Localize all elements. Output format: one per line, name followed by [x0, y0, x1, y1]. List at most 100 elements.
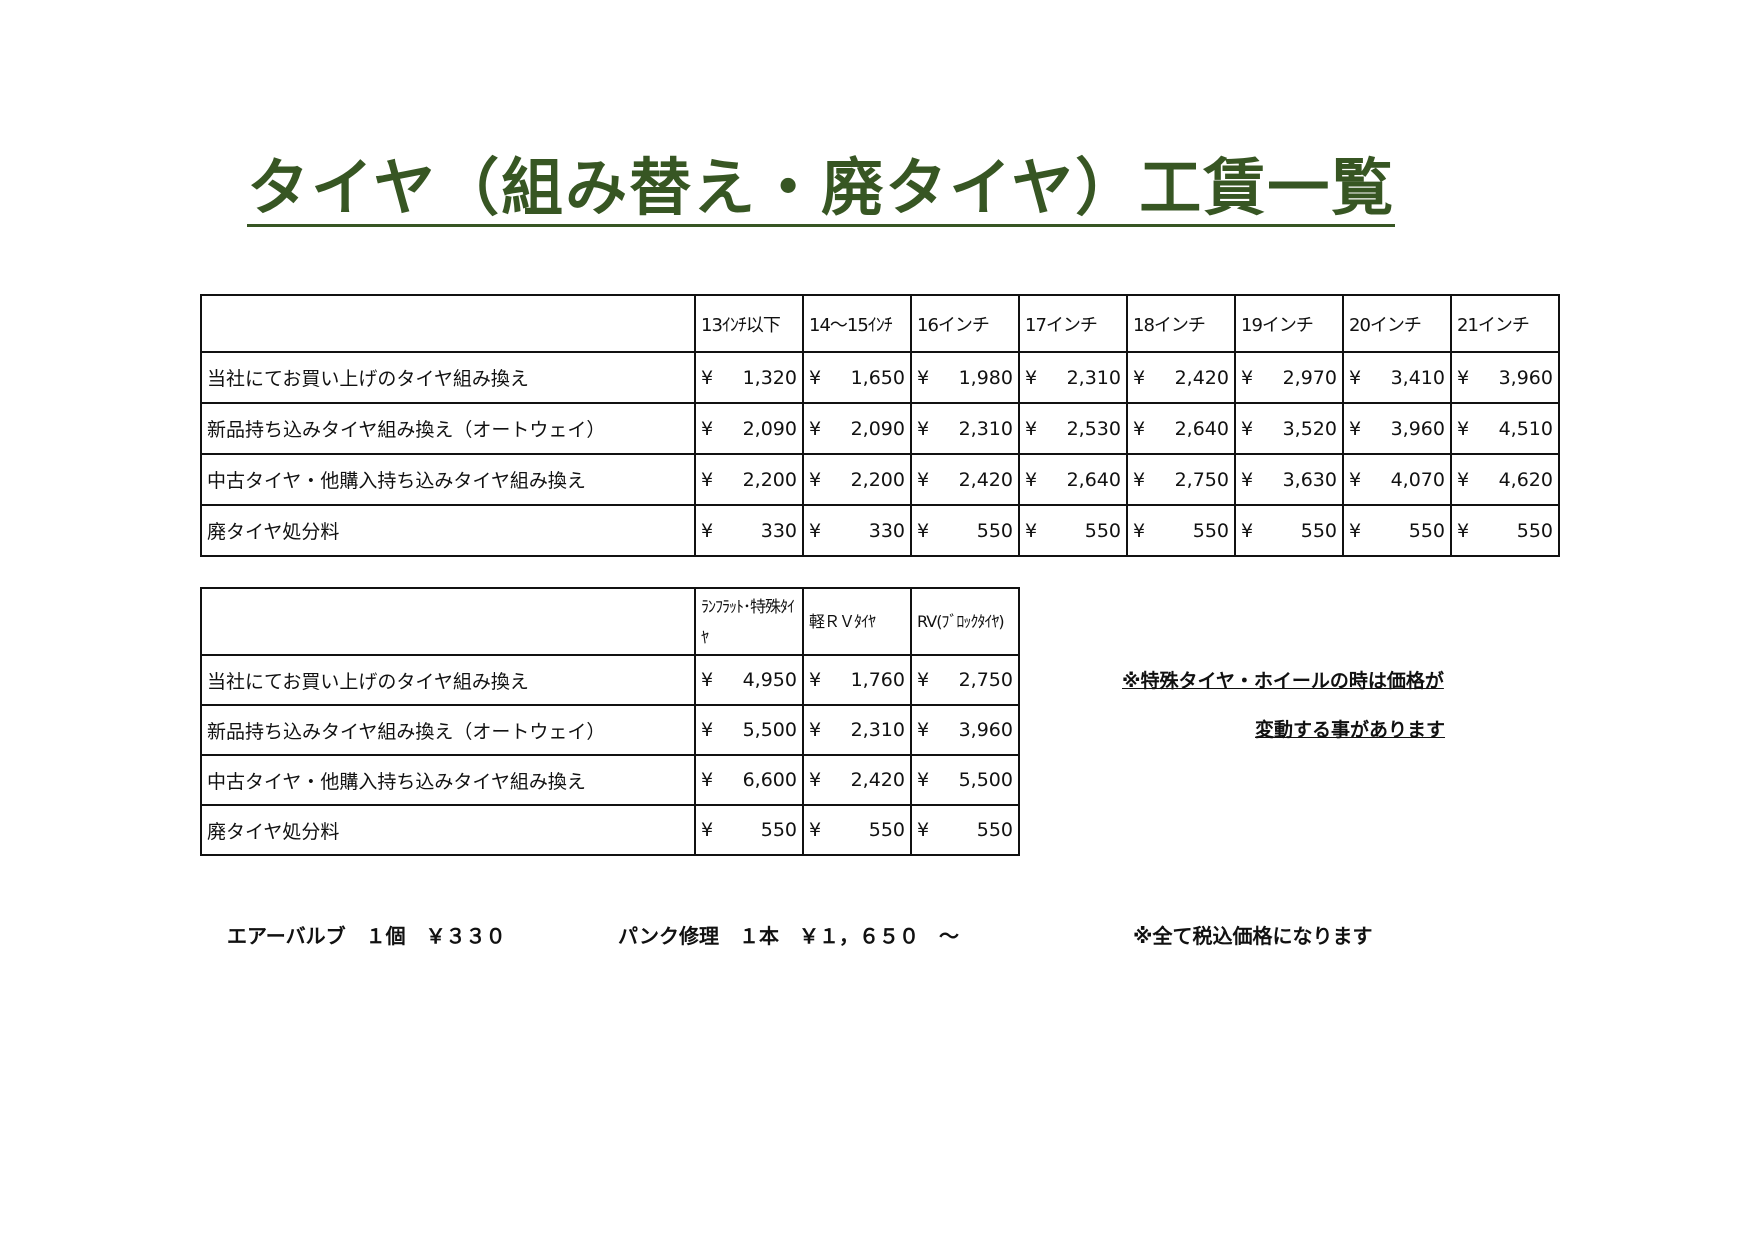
- price-value: 2,200: [850, 468, 905, 491]
- yen-symbol: ¥: [917, 819, 930, 841]
- price-value: 1,980: [958, 366, 1013, 389]
- yen-symbol: ¥: [1133, 366, 1146, 389]
- price-value: 2,970: [1282, 366, 1337, 389]
- price-cell: ¥2,750: [910, 654, 1020, 706]
- price-cell: ¥1,980: [910, 351, 1020, 404]
- price-cell: ¥550: [694, 804, 804, 856]
- price-value: 2,310: [1066, 366, 1121, 389]
- price-value: 1,760: [850, 669, 905, 691]
- price-cell: ¥550: [1126, 504, 1236, 557]
- yen-symbol: ¥: [917, 769, 930, 791]
- row-label: 当社にてお買い上げのタイヤ組み換え: [200, 351, 696, 404]
- yen-symbol: ¥: [917, 366, 930, 389]
- price-value: 3,960: [1498, 366, 1553, 389]
- price-value: 2,420: [850, 769, 905, 791]
- price-cell: ¥2,970: [1234, 351, 1344, 404]
- table-row: 中古タイヤ・他購入持ち込みタイヤ組み換え ¥6,600 ¥2,420 ¥5,500: [200, 754, 1020, 806]
- row-label: 中古タイヤ・他購入持ち込みタイヤ組み換え: [200, 754, 696, 806]
- table-row: 当社にてお買い上げのタイヤ組み換え ¥4,950 ¥1,760 ¥2,750: [200, 654, 1020, 706]
- price-cell: ¥550: [1450, 504, 1560, 557]
- table-row: 廃タイヤ処分料 ¥550 ¥550 ¥550: [200, 804, 1020, 856]
- price-cell: ¥3,960: [1342, 402, 1452, 455]
- price-cell: ¥6,600: [694, 754, 804, 806]
- row-label: 廃タイヤ処分料: [200, 504, 696, 557]
- price-cell: ¥2,750: [1126, 453, 1236, 506]
- column-header: 21インチ: [1450, 294, 1560, 353]
- yen-symbol: ¥: [1349, 417, 1362, 440]
- header-blank-cell: [200, 587, 696, 656]
- price-value: 2,310: [958, 417, 1013, 440]
- yen-symbol: ¥: [1025, 366, 1038, 389]
- price-cell: ¥2,200: [802, 453, 912, 506]
- yen-symbol: ¥: [809, 719, 822, 741]
- price-cell: ¥4,070: [1342, 453, 1452, 506]
- yen-symbol: ¥: [1457, 519, 1470, 542]
- price-value: 550: [976, 519, 1013, 542]
- table-row: 廃タイヤ処分料 ¥330 ¥330 ¥550 ¥550 ¥550 ¥550 ¥550 ¥550: [200, 504, 1560, 557]
- column-header: ﾗﾝﾌﾗｯﾄ･特殊ﾀｲﾔ: [694, 587, 804, 656]
- price-cell: ¥2,640: [1126, 402, 1236, 455]
- price-value: 2,200: [742, 468, 797, 491]
- price-cell: ¥550: [802, 804, 912, 856]
- yen-symbol: ¥: [1025, 417, 1038, 440]
- yen-symbol: ¥: [809, 468, 822, 491]
- air-valve-price: エアーバルブ １個 ￥３３０: [227, 924, 506, 948]
- yen-symbol: ¥: [1457, 366, 1470, 389]
- price-cell: ¥3,630: [1234, 453, 1344, 506]
- yen-symbol: ¥: [917, 417, 930, 440]
- yen-symbol: ¥: [917, 519, 930, 542]
- price-cell: ¥5,500: [694, 704, 804, 756]
- price-value: 1,320: [742, 366, 797, 389]
- price-value: 550: [868, 819, 905, 841]
- price-value: 2,640: [1066, 468, 1121, 491]
- yen-symbol: ¥: [809, 669, 822, 691]
- price-table-standard: 13ｲﾝﾁ以下 14～15ｲﾝﾁ 16インチ 17インチ 18インチ 19インチ 20インチ…: [200, 294, 1560, 557]
- table-row: 当社にてお買い上げのタイヤ組み換え ¥1,320 ¥1,650 ¥1,980 ¥2,31…: [200, 351, 1560, 404]
- yen-symbol: ¥: [1025, 468, 1038, 491]
- yen-symbol: ¥: [809, 769, 822, 791]
- price-cell: ¥2,420: [910, 453, 1020, 506]
- yen-symbol: ¥: [1349, 366, 1362, 389]
- price-cell: ¥2,310: [802, 704, 912, 756]
- price-value: 2,310: [850, 719, 905, 741]
- price-value: 2,420: [958, 468, 1013, 491]
- price-value: 3,630: [1282, 468, 1337, 491]
- price-value: 550: [760, 819, 797, 841]
- price-value: 2,750: [958, 669, 1013, 691]
- price-value: 6,600: [742, 769, 797, 791]
- row-label: 当社にてお買い上げのタイヤ組み換え: [200, 654, 696, 706]
- price-cell: ¥1,320: [694, 351, 804, 404]
- price-value: 2,750: [1174, 468, 1229, 491]
- price-value: 2,090: [850, 417, 905, 440]
- price-value: 3,960: [1390, 417, 1445, 440]
- header-blank-cell: [200, 294, 696, 353]
- header-row: 13ｲﾝﾁ以下 14～15ｲﾝﾁ 16インチ 17インチ 18インチ 19インチ 20インチ…: [200, 294, 1560, 353]
- column-header: 13ｲﾝﾁ以下: [694, 294, 804, 353]
- price-cell: ¥3,960: [1450, 351, 1560, 404]
- table-row: 中古タイヤ・他購入持ち込みタイヤ組み換え ¥2,200 ¥2,200 ¥2,420 ¥2…: [200, 453, 1560, 506]
- column-header: 17インチ: [1018, 294, 1128, 353]
- yen-symbol: ¥: [701, 719, 714, 741]
- price-cell: ¥2,200: [694, 453, 804, 506]
- yen-symbol: ¥: [1025, 519, 1038, 542]
- column-header: 20インチ: [1342, 294, 1452, 353]
- price-table-special: ﾗﾝﾌﾗｯﾄ･特殊ﾀｲﾔ 軽ＲＶﾀｲﾔ RV(ﾌﾞﾛｯｸﾀｲﾔ) 当社にてお買い上げの…: [200, 587, 1020, 856]
- yen-symbol: ¥: [701, 769, 714, 791]
- price-value: 5,500: [958, 769, 1013, 791]
- column-header: 18インチ: [1126, 294, 1236, 353]
- price-value: 2,530: [1066, 417, 1121, 440]
- yen-symbol: ¥: [1133, 468, 1146, 491]
- price-cell: ¥4,620: [1450, 453, 1560, 506]
- yen-symbol: ¥: [1457, 417, 1470, 440]
- yen-symbol: ¥: [809, 417, 822, 440]
- price-value: 4,510: [1498, 417, 1553, 440]
- price-cell: ¥2,640: [1018, 453, 1128, 506]
- price-cell: ¥2,090: [694, 402, 804, 455]
- price-cell: ¥4,950: [694, 654, 804, 706]
- price-cell: ¥2,420: [1126, 351, 1236, 404]
- price-cell: ¥330: [694, 504, 804, 557]
- price-value: 4,950: [742, 669, 797, 691]
- yen-symbol: ¥: [809, 366, 822, 389]
- price-cell: ¥2,530: [1018, 402, 1128, 455]
- row-label: 中古タイヤ・他購入持ち込みタイヤ組み換え: [200, 453, 696, 506]
